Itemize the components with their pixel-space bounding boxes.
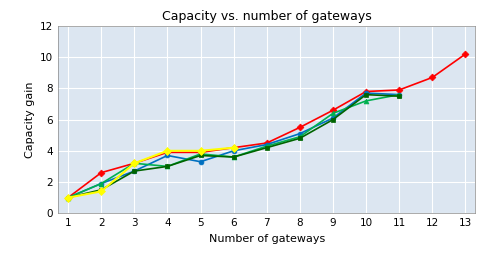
Title: Capacity vs. number of gateways: Capacity vs. number of gateways bbox=[162, 10, 371, 23]
Y-axis label: Capacity gain: Capacity gain bbox=[25, 81, 34, 158]
X-axis label: Number of gateways: Number of gateways bbox=[208, 234, 324, 244]
